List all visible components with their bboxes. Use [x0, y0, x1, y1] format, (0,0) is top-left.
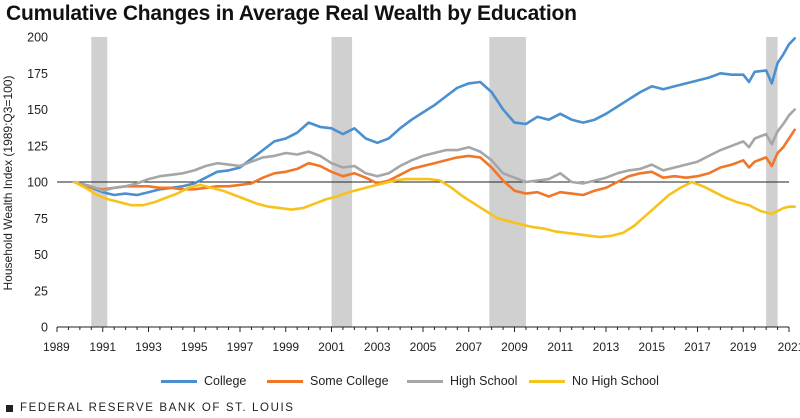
- x-tick-label: 1993: [135, 340, 162, 354]
- x-tick-label: 1991: [89, 340, 116, 354]
- legend-item-high-school: High School: [407, 374, 517, 388]
- x-tick-label: 1997: [227, 340, 254, 354]
- series-line-high-school: [72, 108, 796, 192]
- y-tick-label: 0: [41, 321, 48, 335]
- x-tick-label: 2017: [684, 340, 711, 354]
- series-lines: [72, 37, 796, 239]
- legend-label: High School: [450, 374, 518, 388]
- y-tick-label: 75: [34, 212, 48, 226]
- x-tick-label: 2019: [730, 340, 757, 354]
- x-tick-label: 2005: [410, 340, 437, 354]
- y-tick-label: 25: [34, 284, 48, 298]
- x-tick-label: 2015: [638, 340, 665, 354]
- x-tick-label: 1995: [181, 340, 208, 354]
- x-tick-label: 2021: [778, 340, 800, 354]
- x-tick-label: 2007: [455, 340, 482, 354]
- legend-item-college: College: [161, 374, 246, 388]
- footer-square-icon: [6, 404, 13, 412]
- legend-label: Some College: [310, 374, 389, 388]
- y-tick-label: 150: [27, 103, 48, 117]
- legend-swatch: [267, 379, 303, 383]
- legend-swatch: [161, 379, 197, 383]
- y-tick-label: 175: [27, 67, 48, 81]
- chart-legend: College Some College High School No High Sc…: [0, 374, 800, 394]
- chart-title: Cumulative Changes in Average Real Wealt…: [6, 2, 577, 25]
- y-axis-label: Household Wealth Index (1989:Q3=100): [1, 76, 15, 291]
- line-chart: 0 25 50 75 100 125 150 175 200 1989 1991 1993 1995 19…: [1, 31, 800, 355]
- x-tick-label: 2013: [593, 340, 620, 354]
- x-tick-label: 1999: [272, 340, 299, 354]
- y-tick-label: 200: [27, 31, 48, 45]
- legend-item-no-high-school: No High School: [529, 374, 659, 388]
- legend-swatch: [407, 379, 443, 383]
- series-line-some-college: [72, 128, 796, 198]
- legend-item-some-college: Some College: [267, 374, 389, 388]
- x-tick-label: 2001: [318, 340, 345, 354]
- y-tick-label: 50: [34, 248, 48, 262]
- legend-label: College: [204, 374, 247, 388]
- y-tick-label: 125: [27, 139, 48, 153]
- series-line-college: [72, 37, 796, 197]
- series-line-no-high-school: [72, 177, 796, 239]
- x-tick-label: 2011: [547, 340, 573, 354]
- x-tick-label: 2003: [364, 340, 391, 354]
- footer-source: FEDERAL RESERVE BANK OF ST. LOUIS: [20, 402, 295, 414]
- y-tick-label: 100: [27, 176, 48, 190]
- axes: 0 25 50 75 100 125 150 175 200 1989 1991 1993 1995 19…: [27, 31, 800, 355]
- x-tick-label: 1989: [43, 340, 70, 354]
- legend-swatch: [529, 379, 565, 383]
- legend-label: No High School: [572, 374, 659, 388]
- footer: FEDERAL RESERVE BANK OF ST. LOUIS: [6, 402, 295, 414]
- x-tick-label: 2009: [501, 340, 528, 354]
